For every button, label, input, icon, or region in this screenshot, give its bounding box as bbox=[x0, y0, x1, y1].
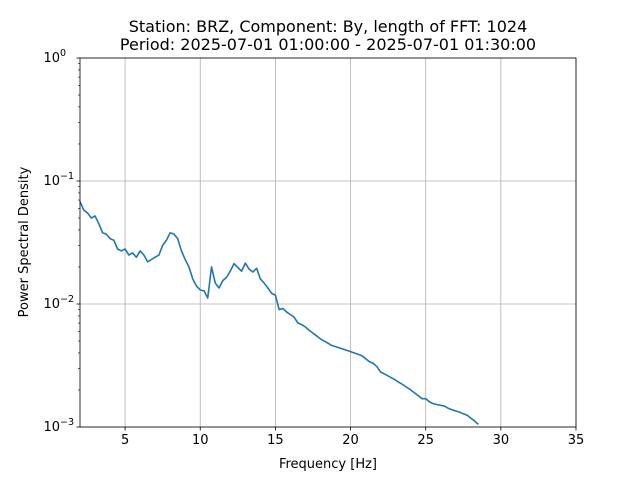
x-tick-label: 20 bbox=[342, 433, 359, 448]
y-tick-label-exponent: −2 bbox=[60, 294, 74, 305]
y-tick-label-exponent: −3 bbox=[60, 417, 74, 428]
y-axis-label: Power Spectral Density bbox=[17, 166, 32, 317]
y-tick-label: 10 −3 bbox=[43, 417, 74, 435]
y-tick-label: 10 −1 bbox=[43, 171, 74, 189]
y-tick-label-base: 10 bbox=[43, 51, 60, 66]
x-tick-label: 25 bbox=[417, 433, 434, 448]
y-tick-label-base: 10 bbox=[43, 297, 60, 312]
chart-title-line1: Station: BRZ, Component: By, length of F… bbox=[129, 17, 528, 36]
y-tick-label-exponent: 0 bbox=[60, 48, 66, 59]
chart-title-line2: Period: 2025-07-01 01:00:00 - 2025-07-01… bbox=[120, 35, 536, 54]
x-axis-ticks: 5 10 15 20 25 30 35 bbox=[121, 427, 584, 448]
plot-frame bbox=[79, 57, 577, 428]
psd-series-line bbox=[79, 201, 479, 425]
y-tick-label-base: 10 bbox=[43, 420, 60, 435]
x-tick-label: 15 bbox=[267, 433, 284, 448]
x-tick-label: 35 bbox=[568, 433, 585, 448]
y-tick-label: 10 −2 bbox=[43, 294, 74, 312]
x-tick-label: 30 bbox=[493, 433, 510, 448]
x-tick-label: 10 bbox=[192, 433, 209, 448]
y-tick-label-exponent: −1 bbox=[60, 171, 74, 182]
y-tick-label-base: 10 bbox=[43, 174, 60, 189]
y-tick-label: 10 0 bbox=[43, 48, 66, 66]
x-tick-label: 5 bbox=[121, 433, 129, 448]
x-axis-label: Frequency [Hz] bbox=[279, 457, 377, 472]
